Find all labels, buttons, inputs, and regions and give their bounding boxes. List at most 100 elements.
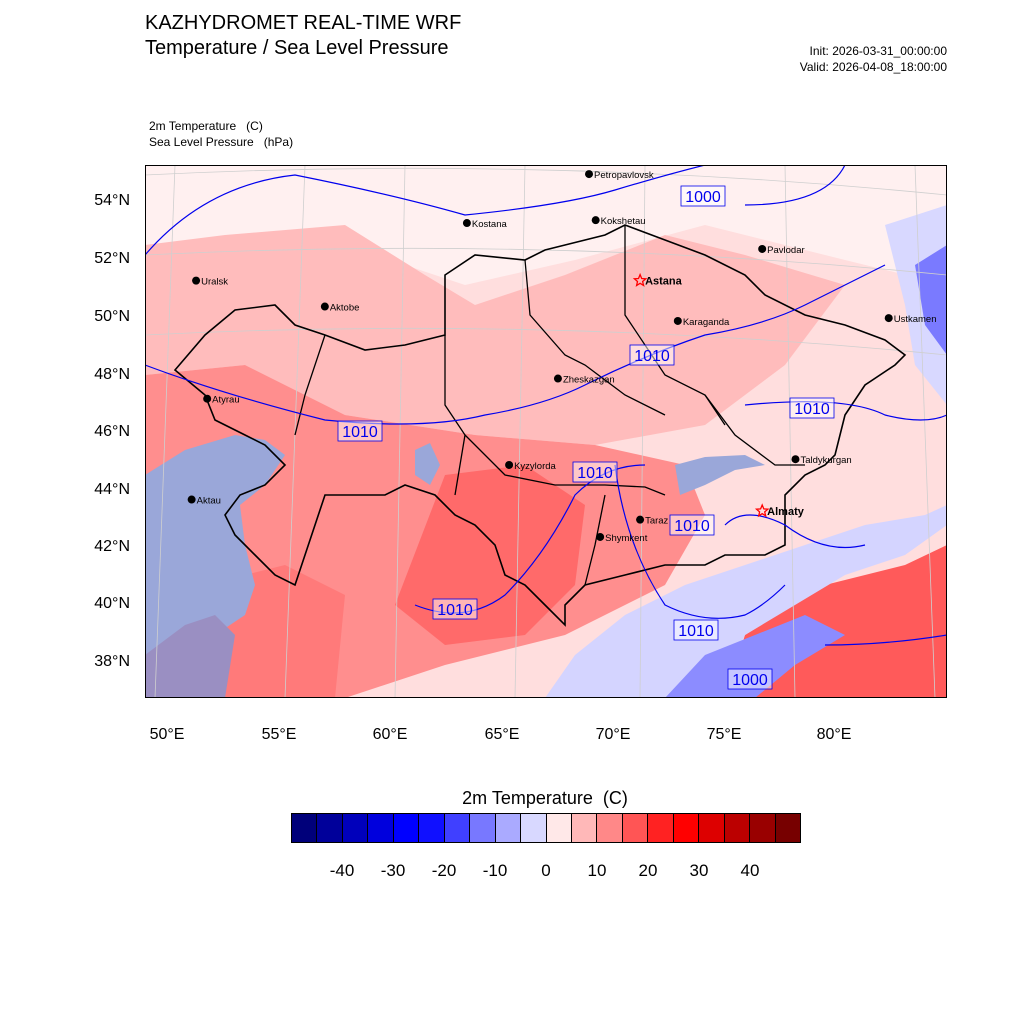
city-shymkent: Shymkent — [596, 532, 648, 544]
lon-label: 80°E — [816, 726, 852, 743]
city-dot-icon — [462, 219, 471, 228]
city-ustkamen: Ustkamen — [884, 314, 937, 325]
lat-label: 54°N — [94, 192, 130, 209]
colorbar-swatch — [444, 814, 471, 842]
isobar-label: 1000 — [727, 668, 773, 690]
lon-label: 65°E — [484, 726, 520, 743]
city-pavlodar: Pavlodar — [758, 244, 805, 256]
map-subtitle: Temperature / Sea Level Pressure — [145, 37, 449, 59]
lon-label: 60°E — [372, 726, 408, 743]
city-dot-icon — [791, 455, 800, 464]
svg-text:1010: 1010 — [794, 401, 830, 418]
lat-label: 44°N — [94, 481, 130, 498]
city-taldykurgan: Taldykurgan — [791, 455, 852, 466]
colorbar-label: -30 — [380, 861, 406, 880]
city-label: Aktau — [197, 496, 221, 507]
city-dot-icon — [192, 276, 201, 285]
isobar-label: 1010 — [673, 619, 719, 641]
city-label: Kokshetau — [601, 216, 646, 227]
city-label: Aktobe — [330, 303, 360, 314]
svg-text:1010: 1010 — [437, 602, 473, 619]
isobar-label: 1010 — [789, 397, 835, 419]
capital-star-icon — [632, 272, 648, 287]
city-dot-icon — [673, 316, 682, 325]
lat-label: 50°N — [94, 308, 130, 325]
city-label: Karaganda — [683, 317, 730, 328]
colorbar-swatch — [724, 814, 751, 842]
city-label: Zheskazgan — [563, 375, 615, 386]
lat-label: 46°N — [94, 423, 130, 440]
svg-text:1010: 1010 — [342, 424, 378, 441]
lat-label: 48°N — [94, 366, 130, 383]
aral-sea — [415, 443, 440, 485]
city-label: Kyzylorda — [514, 461, 556, 472]
city-zheskazgan: Zheskazgan — [553, 374, 615, 386]
city-dot-icon — [636, 515, 645, 524]
city-label: Petropavlovsk — [594, 170, 654, 181]
colorbar-swatch — [521, 814, 547, 842]
city-label: Pavlodar — [767, 245, 805, 256]
lat-label: 40°N — [94, 595, 130, 612]
lon-label: 55°E — [261, 726, 297, 743]
valid-time: Valid: 2026-04-08_18:00:00 — [799, 60, 947, 74]
city-label: Ustkamen — [894, 314, 937, 325]
svg-text:1010: 1010 — [634, 348, 670, 365]
map-title: KAZHYDROMET REAL-TIME WRF — [145, 12, 462, 34]
city-dot-icon — [591, 216, 600, 225]
colorbar-label: -10 — [482, 861, 508, 880]
colorbar-swatch — [571, 814, 598, 842]
lat-label: 42°N — [94, 538, 130, 555]
warm-zone-west — [145, 225, 845, 445]
isobar-label: 1010 — [669, 514, 715, 536]
city-uralsk: Uralsk — [192, 276, 228, 288]
colorbar-swatch — [546, 814, 572, 842]
colorbar-swatch — [775, 814, 801, 842]
colorbar-swatch — [393, 814, 420, 842]
colorbar-swatch — [495, 814, 522, 842]
city-label: Shymkent — [605, 533, 648, 544]
region-borders — [294, 225, 805, 586]
colorbar-swatch — [673, 814, 700, 842]
cool-north-zone — [145, 165, 947, 285]
svg-text:1010: 1010 — [674, 518, 710, 535]
city-label: Taldykurgan — [800, 455, 851, 466]
colorbar-swatch — [317, 814, 343, 842]
cold-mountains — [545, 505, 947, 698]
city-label: Atyrau — [212, 395, 239, 406]
init-time: Init: 2026-03-31_00:00:00 — [809, 44, 947, 58]
city-markers: Petropavlovsk Kostana Kokshetau Pavlodar Ura… — [187, 170, 937, 544]
city-dot-icon — [320, 302, 329, 311]
colorbar-label: 20 — [638, 861, 658, 880]
colorbar-swatch — [342, 814, 369, 842]
colorbar-swatch — [750, 814, 776, 842]
city-petropavlovsk: Petropavlovsk — [585, 170, 654, 181]
city-dot-icon — [203, 394, 212, 403]
colorbar-swatch — [597, 814, 623, 842]
colorbar-label: 10 — [587, 861, 607, 880]
lon-label: 75°E — [706, 726, 742, 743]
lon-label: 50°E — [149, 726, 185, 743]
city-atyrau: Atyrau — [203, 394, 240, 406]
city-dot-icon — [884, 314, 893, 323]
city-dot-icon — [505, 460, 514, 469]
city-aktobe: Aktobe — [320, 302, 360, 314]
colorbar-swatch — [419, 814, 445, 842]
svg-text:1010: 1010 — [678, 623, 714, 640]
colorbar-swatch — [292, 814, 318, 842]
lat-label: 52°N — [94, 250, 130, 267]
graticule — [145, 165, 947, 698]
city-dot-icon — [585, 170, 594, 179]
very-cold-mountains — [665, 615, 845, 698]
colorbar-swatch — [648, 814, 674, 842]
city-label: Astana — [645, 276, 683, 288]
city-label: Uralsk — [201, 277, 228, 288]
colorbar-label: 40 — [740, 861, 760, 880]
city-label: Almaty — [767, 506, 805, 518]
forecast-map: 1000 1010 1010 1010 1010 1010 — [145, 165, 947, 698]
isobar-label: 1010 — [432, 598, 478, 620]
colorbar — [291, 813, 801, 843]
isobar-label: 1000 — [680, 185, 726, 207]
lat-label: 38°N — [94, 653, 130, 670]
city-kyzylorda: Kyzylorda — [505, 460, 557, 472]
caspian-sea — [145, 435, 285, 665]
